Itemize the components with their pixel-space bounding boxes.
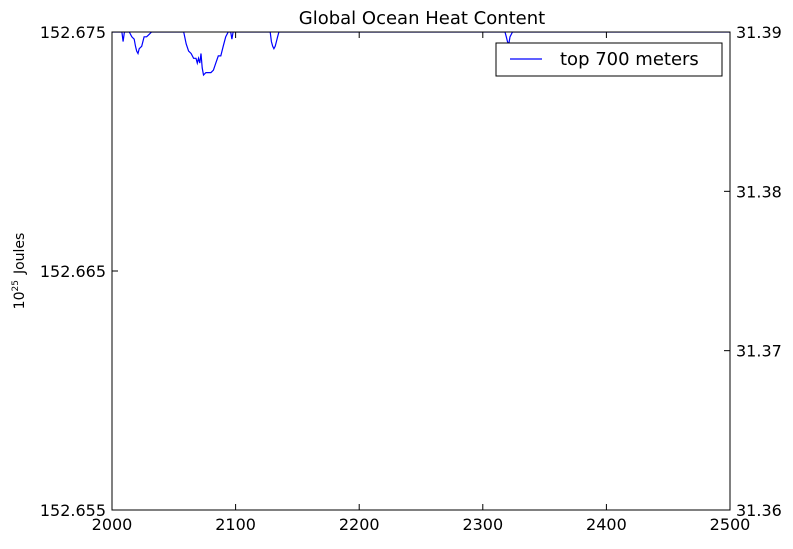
x-tick-label: 2300 xyxy=(462,515,503,534)
right-tick-label: 31.37 xyxy=(736,342,782,361)
right-axis-ticks: 31.36 31.37 31.38 31.39 xyxy=(724,23,782,520)
left-axis-ticks: 152.655 152.665 152.675 xyxy=(40,23,118,520)
y-axis-label: 1025 Joules xyxy=(11,233,28,310)
x-axis-ticks: 2000 2100 2200 2300 2400 2500 xyxy=(92,32,751,534)
legend-label-top-700-meters: top 700 meters xyxy=(560,49,699,70)
right-tick-label: 31.36 xyxy=(736,501,782,520)
right-tick-label: 31.39 xyxy=(736,23,782,42)
right-tick-label: 31.38 xyxy=(736,182,782,201)
x-tick-label: 2200 xyxy=(339,515,380,534)
x-tick-label: 2100 xyxy=(215,515,256,534)
legend: top 700 meters xyxy=(495,42,723,77)
chart-title: Global Ocean Heat Content xyxy=(299,8,545,29)
left-tick-label: 152.665 xyxy=(40,262,106,281)
y-axis-label-exponent: 25 xyxy=(11,280,21,291)
series-line-top-700-meters xyxy=(112,32,730,77)
left-tick-label: 152.675 xyxy=(40,23,106,42)
x-tick-label: 2000 xyxy=(92,515,133,534)
left-tick-label: 152.655 xyxy=(40,501,106,520)
series-layer xyxy=(112,32,730,77)
y-axis-label-unit: Joules xyxy=(12,233,28,275)
x-tick-label: 2400 xyxy=(586,515,627,534)
x-tick-label: 2500 xyxy=(710,515,751,534)
y-axis-label-base: 10 xyxy=(12,292,28,310)
